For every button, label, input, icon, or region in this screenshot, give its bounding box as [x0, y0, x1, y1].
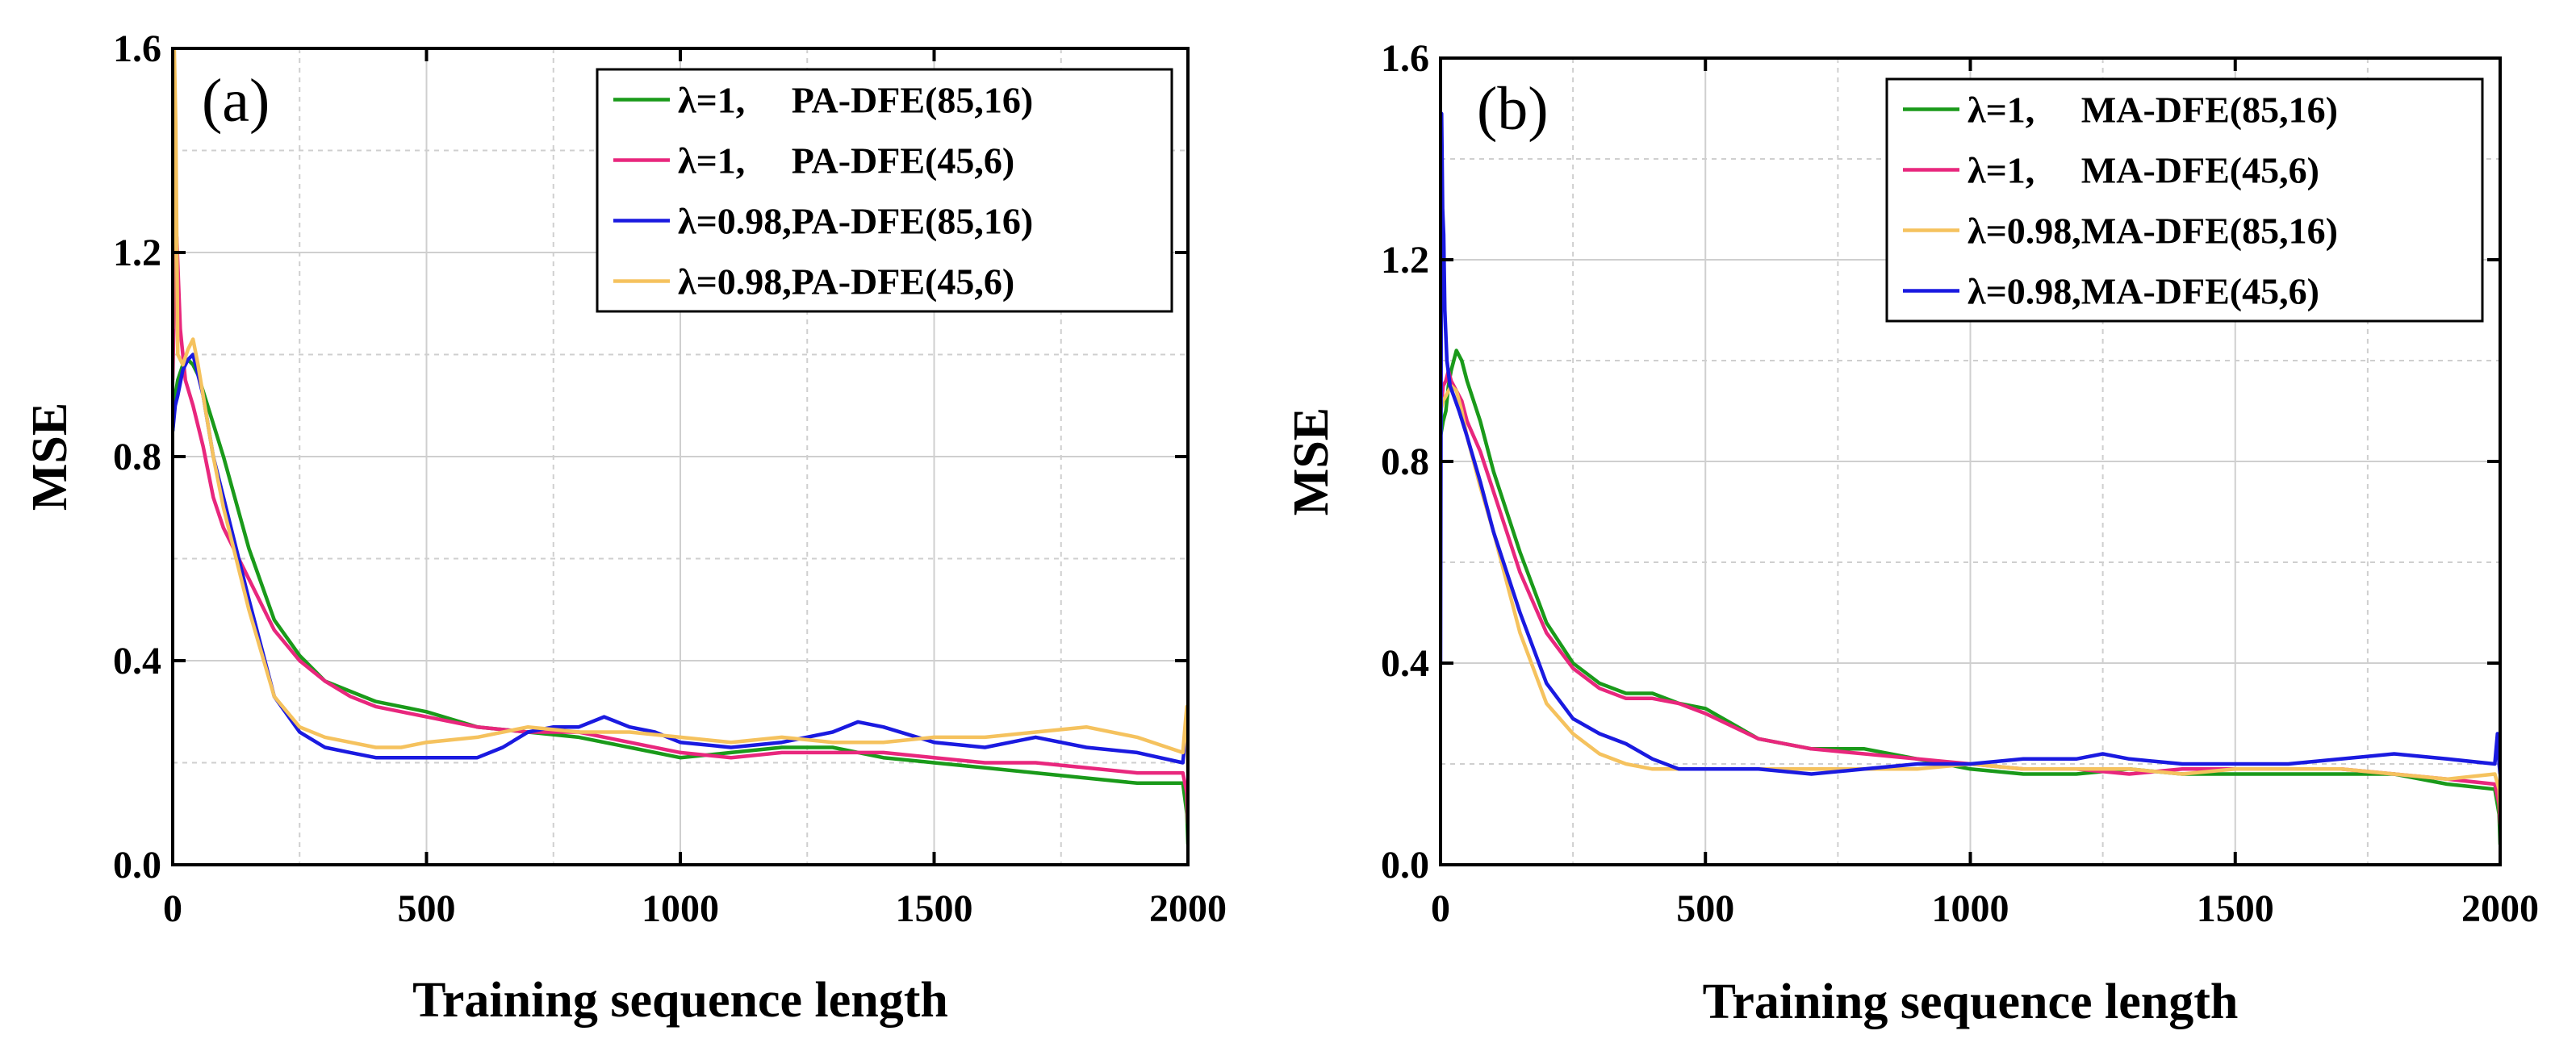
y-tick-label: 1.6 — [113, 27, 161, 70]
y-tick-label: 0.0 — [113, 844, 161, 887]
legend-label: λ=0.98,PA-DFE(85,16) — [678, 201, 1033, 242]
legend-label: λ=0.98,MA-DFE(85,16) — [1968, 211, 2338, 252]
x-tick-label: 1500 — [2197, 887, 2274, 930]
x-tick-label: 500 — [398, 887, 456, 930]
panel-label: (b) — [1477, 75, 1549, 143]
y-tick-label: 1.2 — [1381, 239, 1429, 282]
legend: λ=1, PA-DFE(85,16) λ=1, PA-DFE(45,6) λ=0.9… — [596, 68, 1173, 313]
x-tick-label: 2000 — [1149, 887, 1227, 930]
y-tick-label: 0.4 — [113, 640, 161, 682]
chart-panel-b: 0 500 1000 1500 2000 0.0 0.4 0.8 1.2 1.6 Training … — [1284, 37, 2539, 1029]
legend: λ=1, MA-DFE(85,16) λ=1, MA-DFE(45,6) λ=0.9… — [1885, 77, 2484, 323]
series-line-0 — [1441, 348, 2500, 845]
y-tick-label: 1.6 — [1381, 37, 1429, 80]
legend-label: λ=1, PA-DFE(45,6) — [678, 140, 1014, 182]
x-tick-label: 1500 — [896, 887, 973, 930]
legend-label: λ=1, PA-DFE(85,16) — [678, 80, 1033, 121]
legend-box — [596, 68, 1173, 313]
x-tick-label: 1000 — [1932, 887, 2009, 930]
series-line-3 — [173, 48, 1188, 774]
series-line-1 — [173, 235, 1188, 824]
series-line-3 — [1441, 111, 2500, 776]
y-tick-label: 0.0 — [1381, 844, 1429, 887]
chart-panel-a: 0 500 1000 1500 2000 0.0 0.4 0.8 1.2 1.6 Training … — [23, 27, 1227, 1028]
x-tick-label: 500 — [1676, 887, 1734, 930]
y-tick-label: 0.8 — [1381, 440, 1429, 483]
legend-label: λ=1, MA-DFE(45,6) — [1968, 150, 2319, 191]
x-tick-label: 0 — [163, 887, 182, 930]
legend-label: λ=1, MA-DFE(85,16) — [1968, 90, 2338, 131]
legend-label: λ=0.98,PA-DFE(45,6) — [678, 261, 1014, 303]
x-axis-title: Training sequence length — [1703, 974, 2239, 1029]
series-lines — [1441, 111, 2500, 845]
y-tick-label: 0.4 — [1381, 642, 1429, 685]
x-axis-title: Training sequence length — [412, 973, 948, 1028]
y-axis-title: MSE — [1284, 407, 1339, 515]
legend-box — [1885, 77, 2484, 323]
y-tick-label: 1.2 — [113, 232, 161, 274]
panel-label: (a) — [202, 67, 270, 135]
series-lines — [173, 48, 1188, 845]
y-axis-title: MSE — [23, 403, 77, 511]
x-tick-label: 0 — [1431, 887, 1450, 930]
x-tick-label: 2000 — [2461, 887, 2539, 930]
x-tick-label: 1000 — [642, 887, 719, 930]
legend-label: λ=0.98,MA-DFE(45,6) — [1968, 271, 2319, 312]
y-tick-label: 0.8 — [113, 436, 161, 478]
